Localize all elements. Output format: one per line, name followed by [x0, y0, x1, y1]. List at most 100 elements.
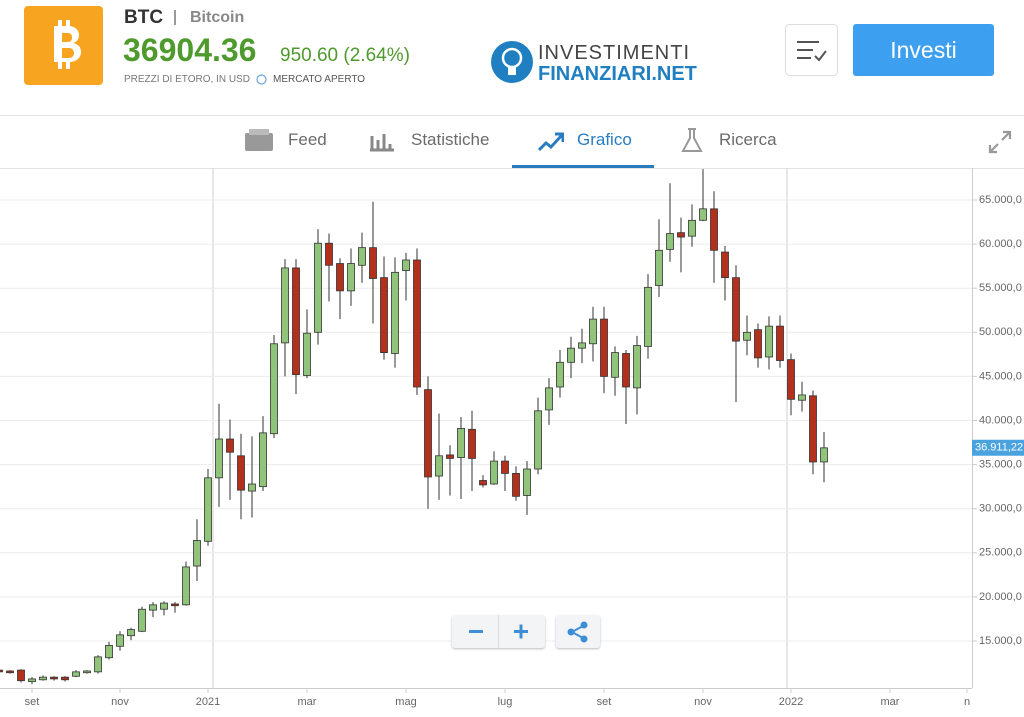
- price: 36904.36: [123, 32, 257, 68]
- candle-body: [6, 670, 14, 674]
- feed-icon: [245, 129, 273, 151]
- candle-body: [314, 242, 322, 333]
- candle-body: [743, 331, 751, 341]
- candle-body: [589, 318, 597, 345]
- candle-body: [94, 656, 102, 673]
- y-tick-label: 30.000,0: [979, 503, 1022, 515]
- candle-body: [28, 678, 36, 682]
- x-tick-label: mar: [881, 696, 900, 708]
- x-tick-label: mag: [395, 696, 416, 708]
- logo-glyph: [58, 20, 62, 28]
- y-tick-label: 50.000,0: [979, 326, 1022, 338]
- x-tick-label: nov: [694, 696, 712, 708]
- tab[interactable]: Ricerca: [719, 130, 777, 149]
- y-tick-label: 60.000,0: [979, 238, 1022, 250]
- last-price-tag: [972, 439, 1024, 456]
- candle-body: [50, 676, 58, 680]
- candle-body: [105, 645, 113, 659]
- candle-body: [512, 473, 520, 497]
- candle-body: [204, 477, 212, 542]
- share-button[interactable]: [556, 615, 600, 648]
- instrument-name: Bitcoin: [190, 9, 245, 26]
- fullscreen-button[interactable]: [988, 130, 1012, 154]
- y-tick-label: 15.000,0: [979, 635, 1022, 647]
- y-tick-label: 45.000,0: [979, 370, 1022, 382]
- market-status: MERCATO APERTO: [273, 74, 366, 85]
- candle-body: [138, 608, 146, 632]
- change: 950.60 (2.64%): [280, 45, 410, 66]
- candle-body: [413, 259, 421, 388]
- x-tick-label: set: [25, 696, 40, 708]
- y-tick-label: 55.000,0: [979, 282, 1022, 294]
- candle-body: [171, 603, 179, 607]
- icon: [988, 130, 1012, 154]
- invest-button[interactable]: Investi: [853, 24, 994, 76]
- tab-bar: [0, 116, 1024, 169]
- x-tick-label: 2021: [196, 696, 220, 708]
- candle-body: [193, 540, 201, 567]
- clock: [256, 74, 267, 85]
- candle-body: [534, 410, 542, 470]
- candle-body: [633, 345, 641, 389]
- y-tick-label: 40.000,0: [979, 414, 1022, 426]
- logo-glyph: [58, 61, 62, 69]
- logo-glyph: [66, 61, 70, 69]
- logo-glyph: [66, 20, 70, 28]
- candle-body: [677, 232, 685, 238]
- candle-body: [457, 428, 465, 458]
- candle-body: [182, 566, 190, 606]
- candle-body: [0, 669, 3, 673]
- candle-body: [292, 267, 300, 376]
- candle-body: [787, 359, 795, 400]
- zoom-glyph[interactable]: [469, 624, 528, 639]
- brand-bulb: [508, 67, 516, 75]
- tab[interactable]: Feed: [288, 130, 327, 149]
- research-icon: [681, 128, 703, 152]
- candle-body: [765, 325, 773, 358]
- candle-body: [435, 455, 443, 477]
- brand-top: INVESTIMENTI: [538, 42, 691, 64]
- y-tick-label: 65.000,0: [979, 194, 1022, 206]
- candle-body: [699, 208, 707, 221]
- candle-body: [116, 634, 124, 647]
- icon: [370, 134, 394, 152]
- candle-body: [556, 361, 564, 388]
- candle-body: [391, 271, 399, 354]
- candle-body: [776, 325, 784, 361]
- candle-body: [358, 247, 366, 266]
- candle-body: [149, 604, 157, 611]
- candle-body: [666, 233, 674, 250]
- candle-body: [424, 389, 432, 478]
- y-tick-label: 25.000,0: [979, 547, 1022, 559]
- candle-body: [820, 447, 828, 463]
- candle-body: [39, 676, 47, 681]
- y-tick-label: 35.000,0: [979, 459, 1022, 471]
- candle-body: [611, 352, 619, 378]
- candle-body: [402, 259, 410, 271]
- candle-body: [490, 460, 498, 485]
- stats-icon: [370, 134, 394, 152]
- brand-bottom: FINANZIARI.NET: [538, 63, 697, 85]
- candle-body: [523, 468, 531, 496]
- tab-active[interactable]: Grafico: [577, 130, 632, 149]
- candle-body: [721, 251, 729, 279]
- separator: [174, 10, 176, 25]
- icon: [538, 132, 564, 152]
- candle-body: [347, 263, 355, 292]
- candle-body: [325, 242, 333, 266]
- candle-body: [600, 318, 608, 377]
- watchlist-button[interactable]: [785, 24, 838, 76]
- x-tick-label: nov: [111, 696, 129, 708]
- share-glyph: [580, 621, 588, 629]
- candle-body: [369, 247, 377, 279]
- candle-body: [644, 286, 652, 347]
- symbol: BTC: [124, 7, 164, 28]
- tab[interactable]: Statistiche: [411, 130, 490, 149]
- x-tick-label: n: [964, 696, 970, 708]
- candle-body: [468, 428, 476, 459]
- coin-logo: [24, 6, 103, 85]
- candle-body: [237, 455, 245, 491]
- candle-body: [754, 329, 762, 359]
- candle-body: [622, 353, 630, 388]
